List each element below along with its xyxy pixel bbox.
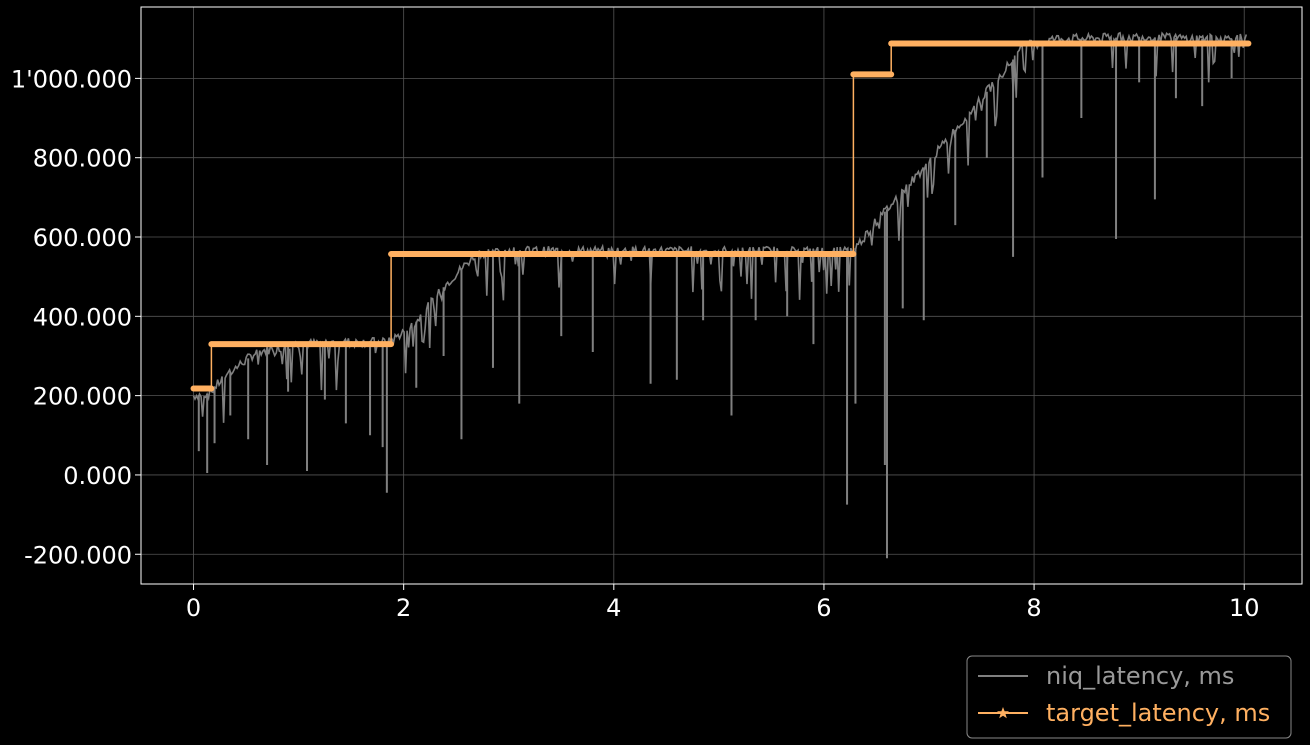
legend-box [966, 655, 1292, 739]
target-latency-series [190, 40, 1252, 392]
legend: niq_latency, ms target_latency, ms [966, 655, 1292, 739]
y-tick-label: 1'000.000 [11, 65, 132, 93]
x-axis-ticks: 0 2 4 6 8 10 [186, 584, 1260, 622]
legend-target-star-marker [997, 707, 1009, 719]
y-axis-ticks: -200.000 0.000 200.000 400.000 600.000 800.00… [11, 65, 141, 569]
plot-frame [140, 6, 1303, 585]
x-tick-label: 2 [396, 594, 411, 622]
legend-target-label: target_latency, ms [1046, 699, 1270, 727]
y-tick-label: 400.000 [33, 303, 132, 331]
x-tick-label: 4 [606, 594, 621, 622]
y-tick-label: -200.000 [24, 541, 132, 569]
grid-lines [141, 7, 1302, 584]
x-tick-label: 0 [186, 594, 201, 622]
y-tick-label: 0.000 [63, 462, 132, 490]
x-tick-label: 6 [816, 594, 831, 622]
legend-niq-label: niq_latency, ms [1046, 662, 1234, 690]
y-tick-label: 200.000 [33, 383, 132, 411]
x-tick-label: 10 [1229, 594, 1260, 622]
x-tick-label: 8 [1026, 594, 1041, 622]
y-tick-label: 600.000 [33, 224, 132, 252]
y-tick-label: 800.000 [33, 145, 132, 173]
